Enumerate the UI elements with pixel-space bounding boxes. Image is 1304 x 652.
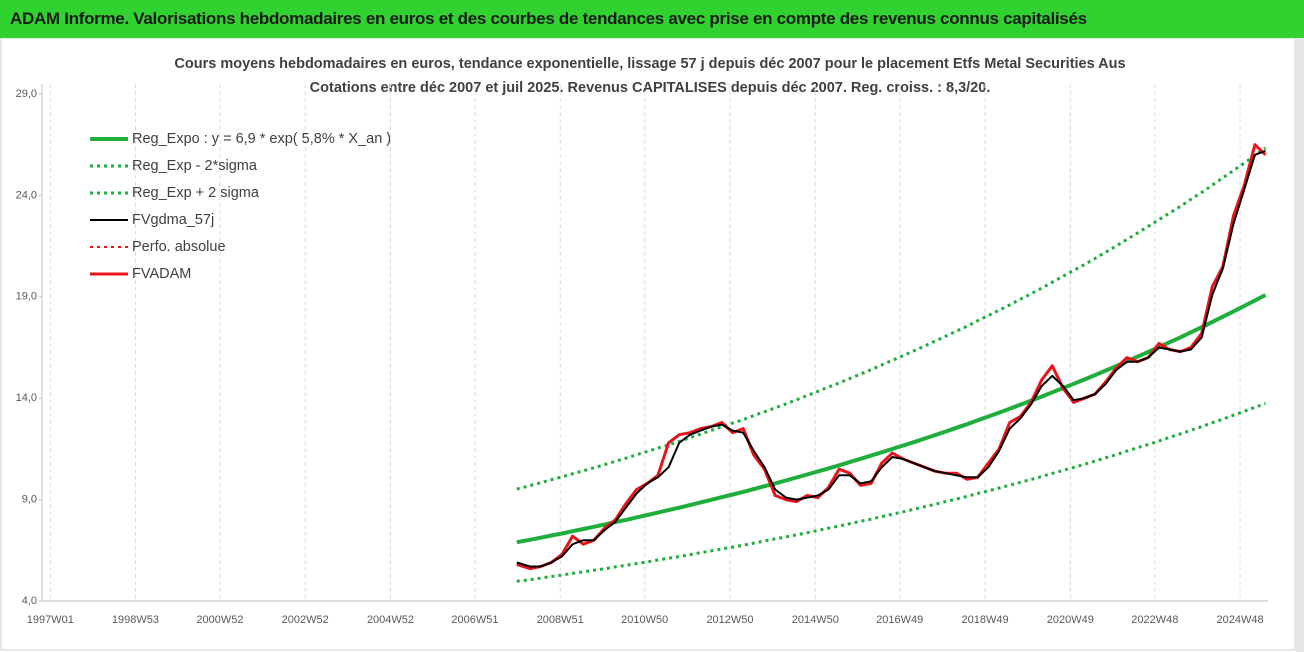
y-tick-label: 24,0 [16, 189, 37, 201]
chart-subtitle: Cotations entre déc 2007 et juil 2025. R… [310, 80, 991, 96]
chart-frame [0, 38, 1296, 651]
x-tick-label: 2012W50 [706, 614, 753, 626]
x-tick-label: 2014W50 [792, 614, 839, 626]
y-tick-label: 19,0 [16, 291, 37, 303]
scroll-strip [1296, 38, 1304, 652]
series-line [516, 149, 1266, 568]
x-tick-label: 1998W53 [112, 614, 159, 626]
legend-label: FVgdma_57j [132, 212, 214, 228]
legend-label: FVADAM [132, 266, 191, 282]
legend-label: Reg_Expo : y = 6,9 * exp( 5,8% * X_an ) [132, 131, 391, 147]
x-tick-label: 2010W50 [621, 614, 668, 626]
y-tick-label: 9,0 [22, 494, 37, 506]
x-tick-label: 2018W49 [961, 614, 1008, 626]
chart-title: Cours moyens hebdomadaires en euros, ten… [174, 56, 1125, 72]
x-tick-label: 2016W49 [876, 614, 923, 626]
legend-label: Reg_Exp - 2*sigma [132, 158, 258, 174]
x-tick-label: 2000W52 [196, 614, 243, 626]
banner-title: ADAM Informe. Valorisations hebdomadaire… [10, 9, 1087, 28]
x-tick-label: 2004W52 [367, 614, 414, 626]
x-tick-label: 2002W52 [282, 614, 329, 626]
x-tick-label: 2024W48 [1217, 614, 1264, 626]
x-tick-label: 2022W48 [1131, 614, 1178, 626]
y-tick-label: 4,0 [22, 595, 37, 607]
y-tick-label: 14,0 [16, 392, 37, 404]
banner: ADAM Informe. Valorisations hebdomadaire… [0, 0, 1304, 38]
legend-label: Reg_Exp + 2 sigma [132, 185, 260, 201]
x-tick-label: 2006W51 [451, 614, 498, 626]
legend-label: Perfo. absolue [132, 239, 226, 255]
series-line [516, 402, 1267, 583]
x-tick-label: 2008W51 [537, 614, 584, 626]
chart: Cours moyens hebdomadaires en euros, ten… [0, 38, 1304, 652]
x-tick-label: 2020W49 [1047, 614, 1094, 626]
series-line [516, 293, 1267, 545]
x-tick-label: 1997W01 [27, 614, 74, 626]
y-tick-label: 29,0 [16, 88, 37, 100]
